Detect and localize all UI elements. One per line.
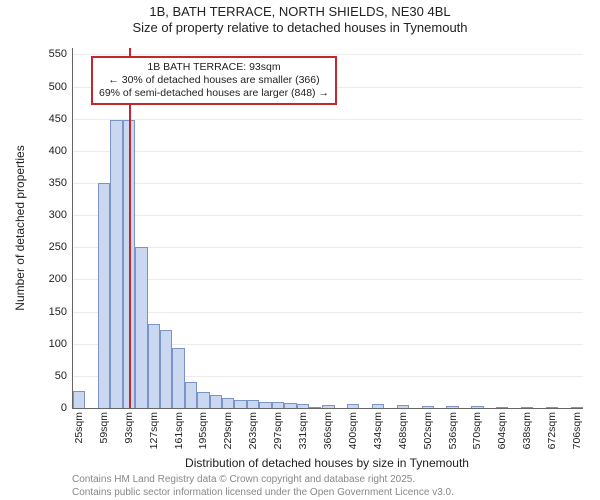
gridline-h xyxy=(73,119,583,120)
y-axis-label: Number of detached properties xyxy=(13,145,27,310)
gridline-h xyxy=(73,151,583,152)
histogram-bar xyxy=(546,407,558,408)
x-tick-label: 570sqm xyxy=(471,412,483,449)
footer-line1: Contains HM Land Registry data © Crown c… xyxy=(72,474,454,487)
x-tick-label: 331sqm xyxy=(297,412,309,449)
x-tick-label: 434sqm xyxy=(372,412,384,449)
histogram-bar xyxy=(496,407,508,408)
histogram-bar xyxy=(422,406,434,408)
x-tick-label: 672sqm xyxy=(546,412,558,449)
y-tick-label: 100 xyxy=(49,338,73,350)
histogram-bar xyxy=(247,400,259,408)
gridline-h xyxy=(73,183,583,184)
x-tick-label: 502sqm xyxy=(422,412,434,449)
attribution-footer: Contains HM Land Registry data © Crown c… xyxy=(72,474,454,499)
gridline-h xyxy=(73,215,583,216)
x-tick-label: 195sqm xyxy=(197,412,209,449)
chart-root: 1B, BATH TERRACE, NORTH SHIELDS, NE30 4B… xyxy=(0,0,600,500)
x-tick-label: 366sqm xyxy=(322,412,334,449)
y-tick-label: 200 xyxy=(49,273,73,285)
y-tick-label: 150 xyxy=(49,306,73,318)
histogram-bar xyxy=(284,403,296,408)
x-tick-label: 468sqm xyxy=(397,412,409,449)
y-tick-label: 350 xyxy=(49,177,73,189)
callout-box: 1B BATH TERRACE: 93sqm← 30% of detached … xyxy=(91,56,337,105)
histogram-bar xyxy=(210,395,222,408)
y-tick-label: 50 xyxy=(55,370,73,382)
histogram-bar xyxy=(397,405,409,408)
histogram-bar xyxy=(135,247,147,408)
x-tick-label: 59sqm xyxy=(98,412,110,444)
gridline-h xyxy=(73,279,583,280)
histogram-bar xyxy=(272,402,284,408)
x-tick-label: 127sqm xyxy=(148,412,160,449)
chart-title: 1B, BATH TERRACE, NORTH SHIELDS, NE30 4B… xyxy=(0,4,600,35)
histogram-bar xyxy=(98,183,110,408)
histogram-bar xyxy=(197,392,209,408)
footer-line2: Contains public sector information licen… xyxy=(72,487,454,500)
y-tick-label: 400 xyxy=(49,145,73,157)
histogram-bar xyxy=(446,406,458,408)
histogram-bar xyxy=(222,398,234,408)
gridline-h xyxy=(73,312,583,313)
y-tick-label: 250 xyxy=(49,241,73,253)
histogram-bar xyxy=(347,404,359,408)
histogram-bar xyxy=(571,407,583,408)
callout-line: ← 30% of detached houses are smaller (36… xyxy=(99,74,329,87)
y-tick-label: 0 xyxy=(61,402,73,414)
x-tick-label: 536sqm xyxy=(447,412,459,449)
y-tick-label: 500 xyxy=(49,81,73,93)
x-axis-label: Distribution of detached houses by size … xyxy=(185,456,469,470)
histogram-bar xyxy=(259,402,271,408)
x-tick-label: 229sqm xyxy=(222,412,234,449)
histogram-bar xyxy=(148,324,160,408)
x-tick-label: 706sqm xyxy=(571,412,583,449)
x-tick-label: 263sqm xyxy=(247,412,259,449)
histogram-bar xyxy=(309,407,321,408)
x-tick-label: 400sqm xyxy=(347,412,359,449)
y-tick-label: 450 xyxy=(49,113,73,125)
histogram-bar xyxy=(73,391,85,408)
callout-line: 69% of semi-detached houses are larger (… xyxy=(99,87,329,100)
histogram-bar xyxy=(185,382,197,408)
histogram-bar xyxy=(234,400,246,408)
histogram-bar xyxy=(297,404,309,408)
gridline-h xyxy=(73,247,583,248)
x-tick-label: 161sqm xyxy=(173,412,185,449)
histogram-bar xyxy=(521,407,533,408)
x-tick-label: 25sqm xyxy=(73,412,85,444)
histogram-bar xyxy=(172,348,184,408)
histogram-bar xyxy=(372,404,384,408)
histogram-bar xyxy=(322,405,334,408)
callout-line: 1B BATH TERRACE: 93sqm xyxy=(99,61,329,74)
chart-title-line1: 1B, BATH TERRACE, NORTH SHIELDS, NE30 4B… xyxy=(0,4,600,19)
x-tick-label: 604sqm xyxy=(496,412,508,449)
chart-title-line2: Size of property relative to detached ho… xyxy=(0,20,600,35)
x-tick-label: 93sqm xyxy=(123,412,135,444)
histogram-bar xyxy=(110,120,122,408)
y-tick-label: 550 xyxy=(49,48,73,60)
x-tick-label: 638sqm xyxy=(521,412,533,449)
x-tick-label: 297sqm xyxy=(272,412,284,449)
y-tick-label: 300 xyxy=(49,209,73,221)
histogram-bar xyxy=(160,330,172,408)
histogram-bar xyxy=(471,406,483,408)
plot-area: 05010015020025030035040045050055025sqm59… xyxy=(72,48,583,409)
